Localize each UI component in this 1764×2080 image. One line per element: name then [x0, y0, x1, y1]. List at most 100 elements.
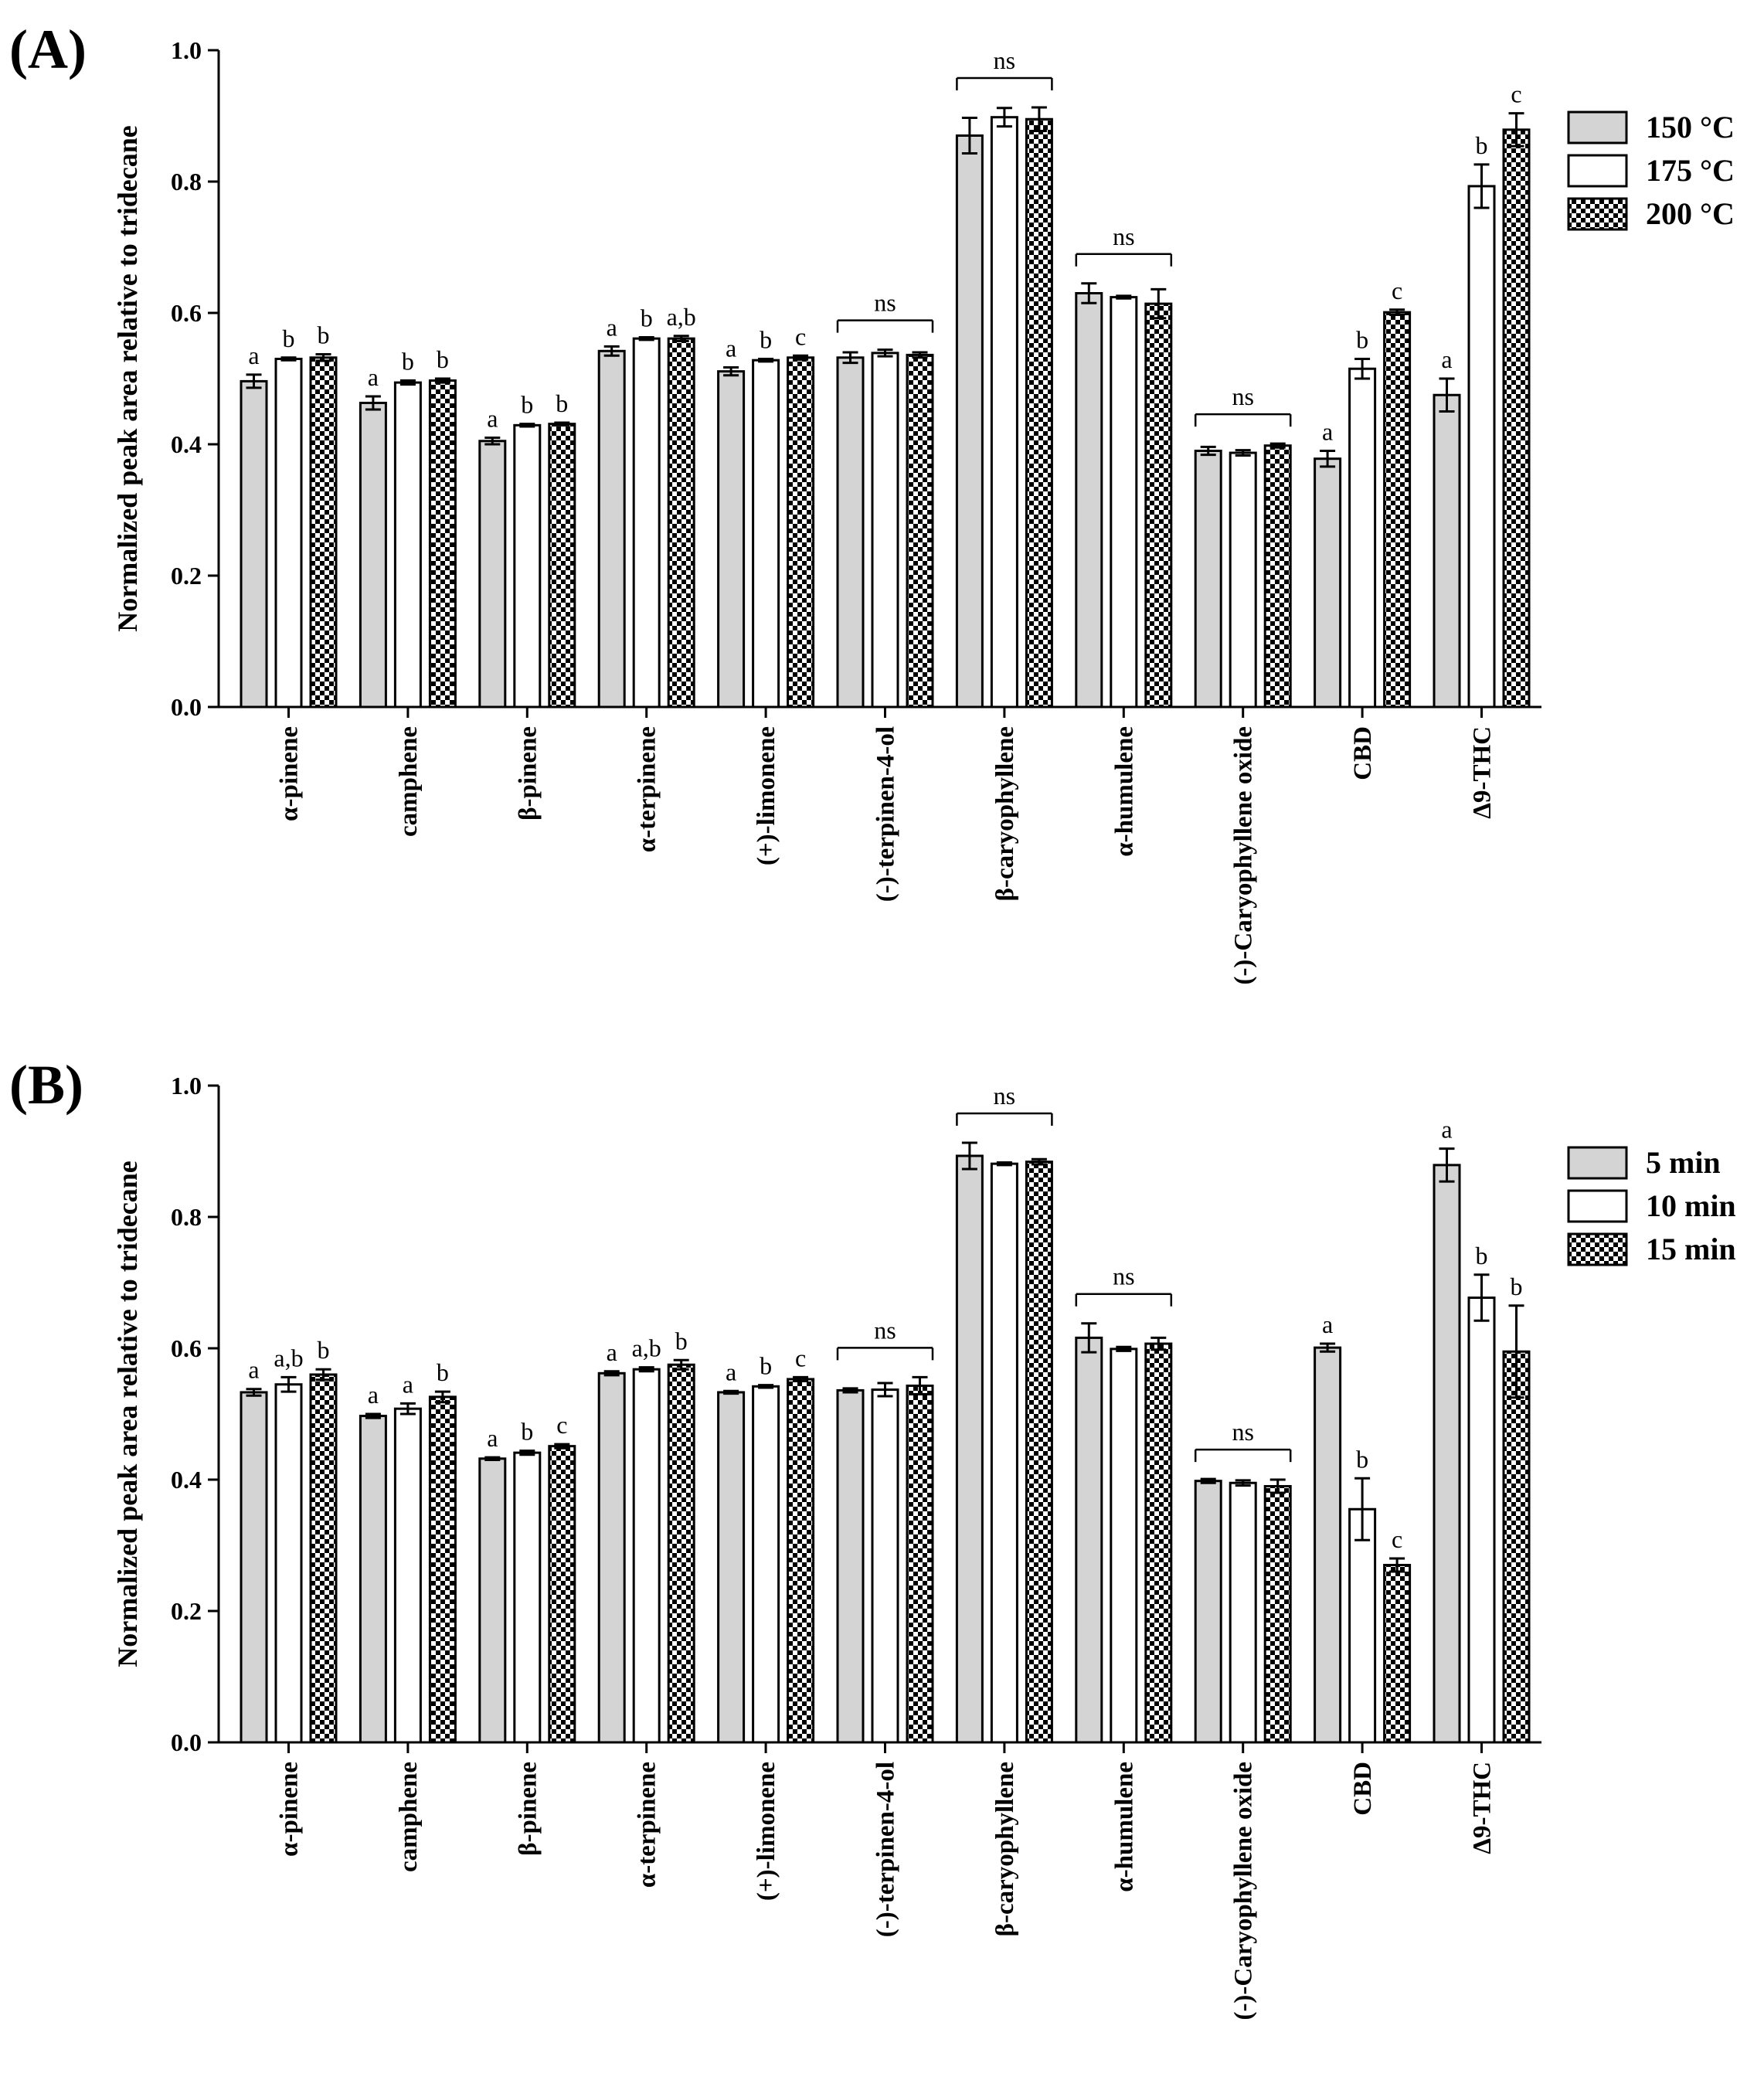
bar — [1194, 450, 1222, 709]
significance-label: b — [760, 326, 772, 354]
x-tick-label: α-terpinene — [634, 726, 661, 852]
y-tick-label: 0.6 — [171, 299, 202, 327]
bar — [752, 1385, 780, 1744]
x-tick-label: Δ9-THC — [1469, 1762, 1497, 1854]
x-tick-label: CBD — [1349, 726, 1377, 780]
x-tick-label: α-pinene — [276, 1762, 304, 1857]
significance-label: a — [248, 342, 259, 369]
significance-label: b — [1511, 1273, 1523, 1300]
bar — [1194, 1480, 1222, 1744]
y-tick-label: 0.4 — [171, 1466, 202, 1494]
significance-label: b — [1356, 1445, 1368, 1473]
significance-label: a — [607, 1338, 617, 1366]
bar — [274, 358, 303, 709]
significance-label: a — [607, 313, 617, 341]
y-tick-label: 0.2 — [171, 1597, 202, 1625]
bar — [548, 423, 576, 709]
x-tick-label: (-)-terpinen-4-ol — [872, 726, 900, 902]
bar — [1502, 1350, 1531, 1744]
bar — [309, 1373, 338, 1744]
bar — [240, 1391, 268, 1744]
significance-label: a — [726, 1358, 736, 1385]
x-tick-label: (+)-limonene — [753, 1762, 780, 1901]
bar — [393, 381, 422, 709]
bar — [1229, 1481, 1257, 1744]
panel-a-chart: (A) Normalized peak area relative to trid… — [9, 19, 1735, 985]
bar — [1467, 185, 1496, 709]
bar — [632, 337, 661, 709]
bar — [1075, 292, 1103, 709]
bar — [955, 1154, 984, 1744]
x-tick-label: α-humulene — [1110, 726, 1138, 857]
ns-label: ns — [1232, 382, 1253, 410]
bar — [428, 1395, 457, 1744]
ns-label: ns — [1113, 1263, 1134, 1290]
significance-label: a — [368, 363, 379, 391]
significance-label: b — [283, 325, 295, 352]
significance-label: a,b — [632, 1334, 661, 1362]
x-tick-label: (-)-Caryophyllene oxide — [1230, 726, 1258, 985]
bar — [1263, 1485, 1292, 1744]
legend-label: 15 min — [1646, 1232, 1736, 1266]
bar — [478, 440, 507, 709]
bar — [393, 1407, 422, 1744]
bar — [906, 1384, 934, 1744]
x-tick-label: α-pinene — [276, 726, 304, 821]
bar — [1383, 1564, 1412, 1744]
panel-label: (A) — [9, 19, 87, 80]
legend-swatch — [1567, 1146, 1628, 1180]
bar — [1433, 1164, 1461, 1744]
bar — [1314, 457, 1342, 709]
bar — [1144, 302, 1173, 709]
significance-label: c — [795, 322, 806, 350]
significance-label: b — [1476, 1242, 1488, 1269]
bar — [990, 116, 1018, 709]
x-tick-label: Δ9-THC — [1469, 726, 1497, 819]
significance-label: a,b — [274, 1344, 303, 1371]
significance-label: a — [1322, 418, 1333, 446]
significance-label: a — [1322, 1310, 1333, 1338]
bar — [990, 1162, 1018, 1744]
x-tick-label: CBD — [1349, 1762, 1377, 1816]
bar — [787, 356, 815, 709]
y-tick-label: 0.4 — [171, 430, 202, 458]
bar — [871, 1388, 899, 1744]
significance-label: a — [248, 1356, 259, 1384]
bar — [871, 352, 899, 709]
significance-label: c — [1392, 277, 1402, 304]
significance-label: b — [1476, 131, 1488, 159]
legend-label: 10 min — [1646, 1188, 1736, 1223]
bar — [478, 1457, 507, 1744]
significance-label: b — [521, 1418, 533, 1446]
x-tick-label: α-terpinene — [634, 1762, 661, 1888]
ns-label: ns — [994, 1082, 1015, 1110]
bar — [667, 1363, 695, 1744]
x-tick-label: α-humulene — [1110, 1762, 1138, 1892]
panel-b-chart: (B) Normalized peak area relative to trid… — [9, 1054, 1736, 2021]
bar — [309, 356, 338, 709]
bar — [1075, 1336, 1103, 1744]
x-tick-label: β-caryophyllene — [991, 1762, 1019, 1936]
x-tick-label: β-caryophyllene — [991, 726, 1019, 901]
significance-label: b — [1356, 326, 1368, 354]
bar — [513, 423, 542, 709]
bar — [1144, 1342, 1173, 1744]
y-axis-label: Normalized peak area relative to trideca… — [112, 125, 143, 632]
bar — [1348, 367, 1377, 709]
ns-label: ns — [994, 46, 1015, 74]
significance-label: a — [487, 1424, 498, 1452]
legend-swatch — [1567, 1189, 1628, 1223]
bar — [1348, 1507, 1377, 1744]
y-axis-label: Normalized peak area relative to trideca… — [112, 1161, 143, 1667]
bar — [787, 1378, 815, 1744]
ns-label: ns — [874, 1316, 896, 1344]
significance-label: b — [521, 391, 533, 419]
bar — [1502, 128, 1531, 709]
bar — [428, 379, 457, 709]
significance-label: b — [402, 348, 414, 376]
bar — [548, 1445, 576, 1744]
significance-label: a — [487, 405, 498, 433]
bar — [597, 1371, 626, 1744]
significance-label: b — [437, 345, 449, 373]
